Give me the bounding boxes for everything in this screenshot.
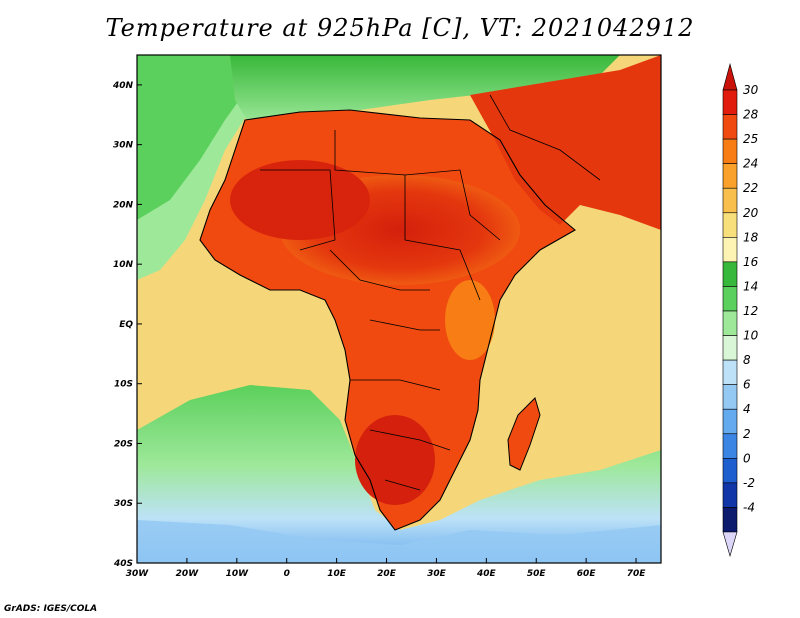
colorbar-label: 0	[743, 451, 751, 465]
sahara-hot-core	[230, 160, 370, 240]
temperature-field	[137, 55, 661, 563]
colorbar-swatch	[722, 163, 738, 189]
lat-tick-label: 20N	[113, 200, 134, 210]
lon-tick-label: 50E	[527, 569, 547, 579]
kalahari-hot-core	[355, 415, 435, 505]
colorbar-label: 4	[743, 402, 751, 416]
map-frame	[136, 54, 662, 564]
colorbar-swatch	[722, 237, 738, 263]
colorbar-label: 2	[743, 427, 751, 441]
madagascar-area	[507, 397, 541, 471]
lat-tick-label: 10N	[113, 260, 134, 270]
southern-ocean-blue-area	[137, 520, 661, 563]
colorbar-swatch	[722, 384, 738, 410]
colorbar-label: 24	[743, 157, 758, 171]
mediterranean-cool-area	[230, 55, 620, 125]
lat-tick-label: EQ	[119, 320, 133, 330]
colorbar-label: 28	[743, 108, 759, 122]
lat-tick-label: 30N	[113, 141, 134, 151]
colorbar-label: 25	[743, 132, 758, 146]
colorbar-swatch	[722, 261, 738, 287]
colorbar-swatch	[722, 458, 738, 484]
colorbar-label: 22	[743, 181, 758, 195]
colorbar-label: 8	[743, 353, 751, 367]
colorbar-swatch	[722, 310, 738, 336]
colorbar-swatch	[722, 408, 738, 435]
colorbar-swatch	[722, 335, 738, 361]
lon-tick-label: 70E	[627, 569, 647, 579]
lon-tick-label: 30E	[427, 569, 447, 579]
country-borders	[260, 94, 601, 491]
north-atlantic-cooler-area	[137, 55, 280, 220]
colorbar-label: 20	[743, 206, 759, 220]
lat-tick-label: 40S	[113, 559, 133, 569]
colorbar-swatch	[722, 212, 738, 238]
colorbar-swatch	[722, 359, 738, 385]
lat-tick-label: 10S	[114, 380, 133, 390]
colorbar-swatch	[722, 187, 738, 214]
congo-area	[360, 295, 440, 365]
africa-coastline	[199, 109, 576, 531]
lon-tick-label: 0	[284, 569, 290, 579]
colorbar-label: 16	[743, 255, 759, 269]
lon-tick-label: 10W	[226, 569, 250, 579]
colorbar-label: -4	[743, 500, 755, 514]
colorbar-label: 14	[743, 279, 758, 293]
lon-tick-label: 60E	[577, 569, 597, 579]
south-atlantic-cool-area	[137, 385, 661, 563]
east-africa-highland-area	[445, 280, 495, 360]
lon-tick-label: 40E	[476, 569, 497, 579]
chart-title: Temperature at 925hPa [C], VT: 202104291…	[105, 14, 695, 42]
colorbar-swatch	[722, 507, 738, 533]
colorbar-swatch	[722, 138, 738, 164]
colorbar-label: 6	[743, 378, 751, 392]
credit-text: GrADS: IGES/COLA	[4, 604, 98, 614]
colorbar-label: 12	[743, 304, 758, 318]
colorbar-swatch	[722, 89, 738, 115]
colorbar-bottom-arrow	[722, 531, 738, 558]
colorbar-label: 30	[743, 83, 759, 97]
colorbar-label: 18	[743, 230, 759, 244]
colorbar-swatch	[722, 482, 738, 508]
lon-tick-label: 20E	[377, 569, 397, 579]
lon-tick-label: 30W	[126, 569, 150, 579]
lon-tick-label: 10E	[327, 569, 347, 579]
colorbar-swatch	[722, 114, 738, 140]
lat-tick-label: 40N	[112, 81, 134, 91]
colorbar-swatch	[722, 286, 738, 312]
lat-tick-label: 30S	[114, 499, 133, 509]
lon-tick-label: 20W	[176, 569, 200, 579]
latitude-ticks: 40N 30N 20N 10N EQ 10S 20S 30S 40S	[112, 81, 142, 569]
arabia-hot-area	[470, 55, 661, 230]
colorbar-swatch	[722, 433, 738, 459]
colorbar-label: -2	[743, 476, 755, 490]
lat-tick-label: 20S	[114, 439, 133, 449]
colorbar-label: 10	[743, 329, 759, 343]
longitude-ticks: 30W 20W 10W 0 10E 20E 30E 40E 50E 60E 70E	[126, 558, 646, 579]
colorbar-top-arrow	[722, 62, 738, 91]
